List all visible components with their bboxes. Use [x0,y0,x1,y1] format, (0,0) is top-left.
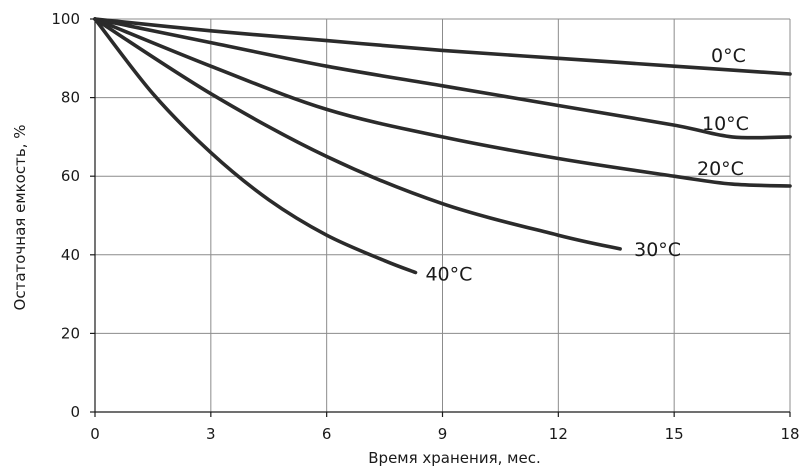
series-line-10c [93,17,792,140]
series-label: 20°C [697,158,744,180]
x-tick-label: 18 [780,425,799,443]
series-labels: 0°C 10°C 20°C 30°C 40°C [425,45,748,285]
grid [95,18,791,412]
series-line-30c [93,17,622,251]
series-line-40c [93,17,418,275]
x-tick-label: 6 [322,425,332,443]
tick-labels: 0 3 6 9 12 15 18 0 20 40 60 80 100 [51,10,799,443]
series-line-20c [93,17,792,188]
axes [90,18,791,417]
y-tick-label: 80 [61,89,80,107]
x-tick-label: 15 [665,425,684,443]
x-tick-label: 3 [206,425,216,443]
series-label: 0°C [711,45,746,67]
y-tick-label: 40 [61,246,80,264]
series-line-0c [93,17,792,76]
y-tick-label: 100 [51,10,80,28]
y-tick-label: 20 [61,324,80,342]
x-tick-label: 0 [90,425,100,443]
x-tick-label: 12 [549,425,568,443]
y-tick-label: 0 [70,403,80,421]
y-tick-label: 60 [61,167,80,185]
x-axis-title: Время хранения, мес. [368,449,540,467]
series-lines [93,17,792,275]
series-label: 10°C [702,113,749,135]
y-axis-title: Остаточная емкость, % [11,125,29,311]
x-tick-label: 9 [438,425,448,443]
series-label: 30°C [634,239,681,261]
series-label: 40°C [425,263,472,285]
